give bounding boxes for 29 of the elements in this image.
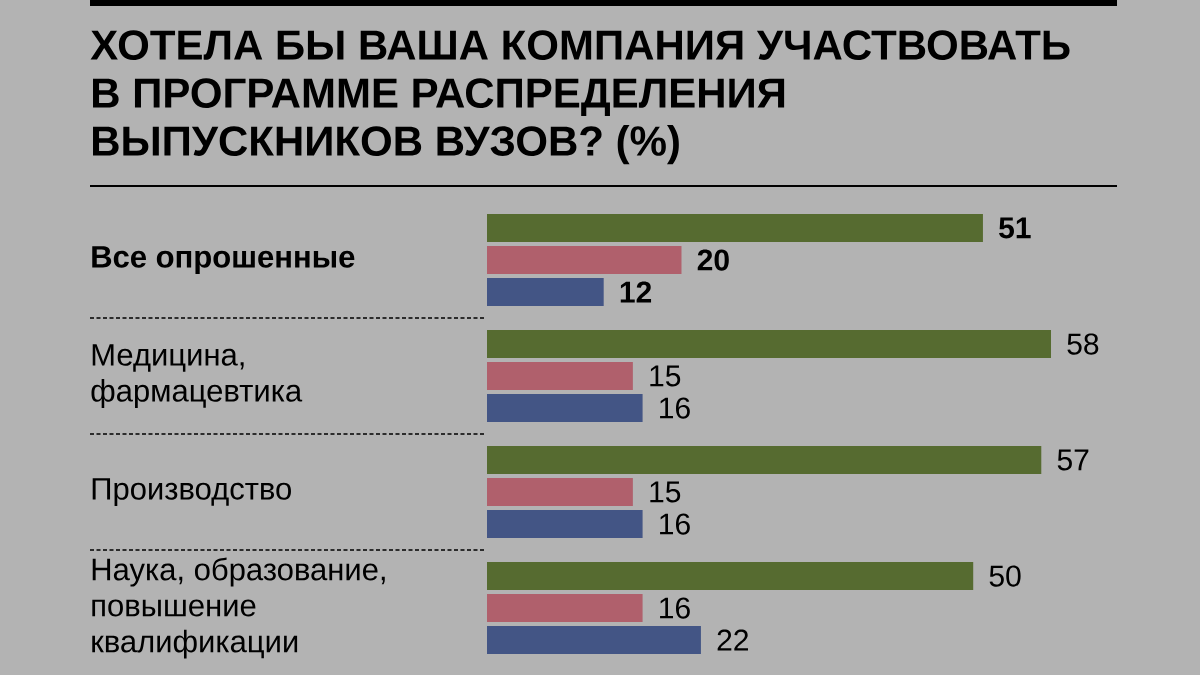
data-label: 12 — [620, 281, 652, 303]
y-tick-label: Наука, образование, повышение квалификации — [92, 557, 385, 659]
bar — [487, 478, 633, 507]
data-label: 50 — [989, 565, 1021, 587]
bar — [487, 562, 974, 591]
y-tick-label: Все опрошенные — [92, 246, 355, 274]
bar — [487, 446, 1042, 475]
bar — [487, 626, 701, 655]
chart-title: ХОТЕЛА БЫ ВАША КОМПАНИЯ УЧАСТВОВАТЬ В ПРОГРАММЕ РАСПРЕДЕЛЕНИЯ ВЫПУСКНИКОВ ВУЗОВ? (%) — [90, 30, 1070, 165]
data-label: 22 — [717, 629, 748, 651]
bar — [487, 594, 643, 623]
bar — [487, 362, 633, 391]
data-label: 20 — [697, 249, 729, 271]
bar — [487, 394, 643, 423]
y-tick-label: Медицина, фармацевтика — [91, 344, 303, 408]
data-label: 16 — [660, 597, 690, 619]
bar — [487, 510, 643, 539]
bar — [487, 214, 983, 243]
y-tick-label: Производство — [92, 478, 291, 506]
data-label: 16 — [660, 513, 690, 535]
data-label: 16 — [660, 397, 690, 419]
data-label: 58 — [1067, 333, 1099, 355]
bar — [487, 246, 682, 275]
data-label: 15 — [650, 481, 681, 503]
data-label: 51 — [999, 217, 1031, 239]
bar — [487, 278, 604, 307]
data-label: 57 — [1057, 449, 1089, 471]
bar — [487, 330, 1052, 359]
data-label: 15 — [650, 365, 681, 387]
